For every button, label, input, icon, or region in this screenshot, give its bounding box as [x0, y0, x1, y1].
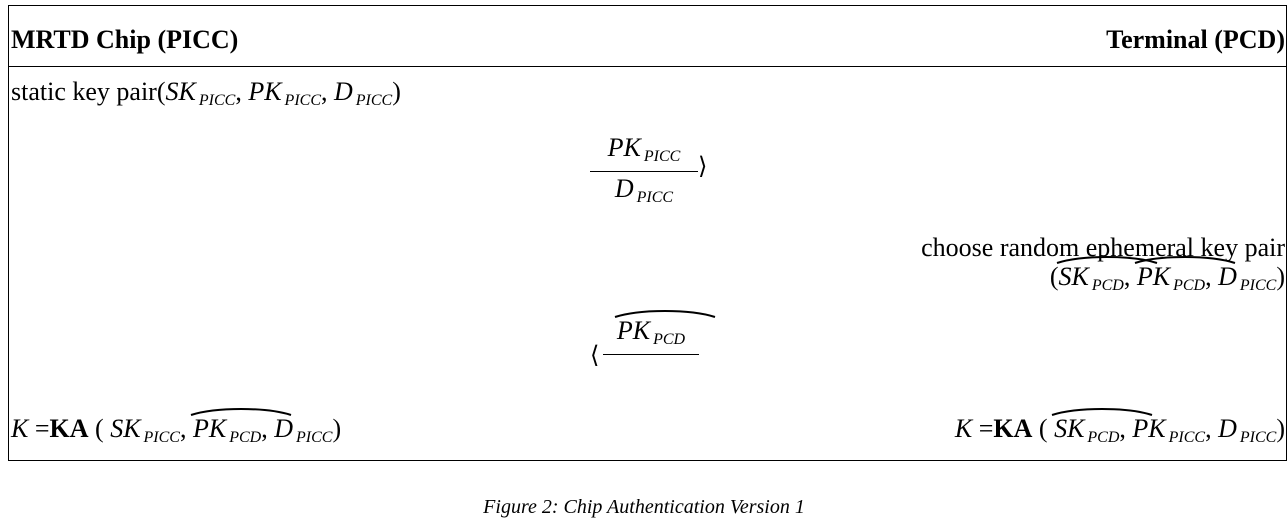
tilde-accent-icon	[1135, 255, 1235, 265]
left-arrow-head-icon: ⟨	[590, 343, 600, 369]
ephemeral-key-pair-tuple: (SK PCD, PK PCD, D PICC)	[1050, 264, 1285, 294]
static-key-pair-label: static key pair	[11, 77, 157, 106]
figure-caption: Figure 2: Chip Authentication Version 1	[483, 496, 805, 518]
chip-column-header: MRTD Chip (PICC)	[11, 25, 239, 54]
protocol-table	[8, 5, 1287, 461]
tilde-accent-icon	[191, 407, 291, 417]
message-pk-picc-d-picc: PK PICC D PICC	[590, 135, 698, 206]
tilde-accent-icon	[1052, 407, 1152, 417]
tilde-accent-icon	[615, 309, 715, 319]
right-arrow-head-icon: ⟩	[698, 154, 708, 180]
message-arrow-line	[603, 354, 699, 355]
chip-shared-secret-formula: K =KA ( SK PICC, PK PCD, D PICC)	[11, 416, 341, 446]
static-key-pair-line: static key pair(SK PICC, PK PICC, D PICC)	[11, 77, 401, 110]
terminal-shared-secret-formula: K =KA ( SK PCD, PK PICC, D PICC)	[955, 416, 1285, 446]
terminal-column-header: Terminal (PCD)	[1106, 25, 1285, 54]
message-arrow-line	[590, 171, 698, 172]
message-pk-pcd: PK PCD	[603, 318, 699, 359]
header-divider	[9, 66, 1286, 67]
